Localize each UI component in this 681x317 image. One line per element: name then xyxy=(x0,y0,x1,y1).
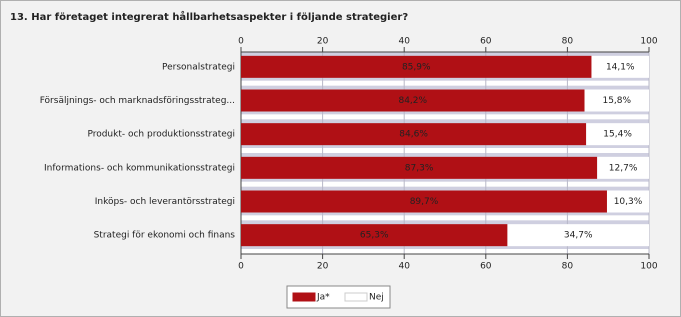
legend-swatch xyxy=(344,292,368,302)
bar-segment xyxy=(241,190,607,213)
value-label: 34,7% xyxy=(564,231,593,241)
x-tick-label: 60 xyxy=(480,37,492,47)
value-label: 65,3% xyxy=(360,231,389,241)
legend-label: Nej xyxy=(369,293,384,303)
row-band xyxy=(241,80,649,86)
value-label: 10,3% xyxy=(614,197,643,207)
legend-swatch xyxy=(292,292,316,302)
y-tick-label: Produkt- och produktionsstrategi xyxy=(87,130,235,140)
bar-segment xyxy=(241,156,598,179)
x-tick-label: 40 xyxy=(398,262,410,272)
value-label: 84,2% xyxy=(398,96,427,106)
legend-label: Ja* xyxy=(316,293,330,303)
x-tick-label: 80 xyxy=(562,262,574,272)
bar-segment xyxy=(584,89,649,112)
row-band xyxy=(241,114,649,120)
bar-segment xyxy=(241,55,592,78)
bar-segment xyxy=(241,123,587,146)
x-tick-label: 100 xyxy=(640,262,657,272)
legend-box xyxy=(286,285,391,309)
bar-segment xyxy=(507,224,649,247)
value-label: 87,3% xyxy=(405,163,434,173)
x-tick-label: 0 xyxy=(238,262,244,272)
y-tick-label: Strategi för ekonomi och finans xyxy=(94,231,236,241)
bar-segment xyxy=(241,89,585,112)
y-tick-label: Personalstrategi xyxy=(162,62,235,72)
value-label: 84,6% xyxy=(399,130,428,140)
value-label: 85,9% xyxy=(402,62,431,72)
x-tick-label: 40 xyxy=(398,37,410,47)
value-label: 15,8% xyxy=(602,96,631,106)
x-tick-label: 20 xyxy=(317,37,329,47)
row-band xyxy=(241,249,649,254)
value-label: 89,7% xyxy=(410,197,439,207)
x-tick-label: 100 xyxy=(640,37,657,47)
x-tick-label: 0 xyxy=(238,37,244,47)
bar-segment xyxy=(241,224,508,247)
x-tick-label: 80 xyxy=(562,37,574,47)
row-band xyxy=(241,181,649,187)
chart-title: 13. Har företaget integrerat hållbarhets… xyxy=(10,10,408,23)
bar-segment xyxy=(606,190,649,213)
x-tick-label: 20 xyxy=(317,262,329,272)
y-tick-label: Försäljnings- och marknadsföringsstrateg… xyxy=(40,96,235,106)
y-tick-label: Inköps- och leverantörsstrategi xyxy=(95,197,235,207)
row-band xyxy=(241,148,649,153)
bar-segment xyxy=(597,156,649,179)
bar-segment xyxy=(586,123,649,146)
row-band xyxy=(241,215,649,221)
value-label: 15,4% xyxy=(603,130,632,140)
y-tick-label: Informations- och kommunikationsstrategi xyxy=(44,163,235,173)
value-label: 14,1% xyxy=(606,62,635,72)
bar-segment xyxy=(591,55,649,78)
x-tick-label: 60 xyxy=(480,262,492,272)
value-label: 12,7% xyxy=(609,163,638,173)
